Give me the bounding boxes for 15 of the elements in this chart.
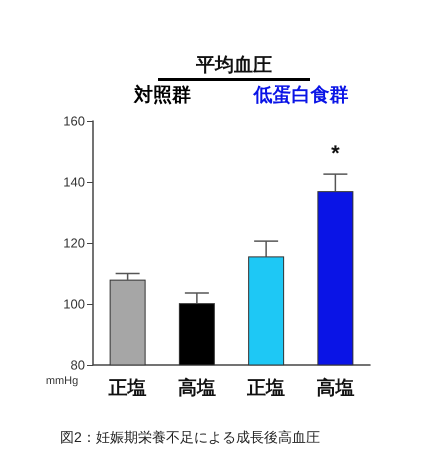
x-tick-label: 正塩 [246, 378, 286, 399]
caption: 図2：妊娠期栄養不足による成長後高血圧 [60, 429, 320, 445]
x-tick-label: 高塩 [316, 377, 354, 399]
y-tick-label: 80 [70, 358, 85, 372]
chart-title: 平均血圧 [195, 53, 273, 78]
y-tick-label: 140 [63, 174, 85, 190]
y-axis-title: mmHg [46, 375, 78, 387]
annotation: * [331, 140, 340, 166]
y-tick-label: 100 [63, 296, 85, 312]
x-tick-label: 正塩 [108, 378, 147, 399]
x-tick-label: 高塩 [178, 377, 216, 399]
y-tick-label: 160 [63, 114, 85, 128]
text: 低蛋白食群 [252, 84, 348, 106]
y-tick-label: 120 [63, 236, 85, 250]
text: 対照群 [132, 84, 191, 106]
